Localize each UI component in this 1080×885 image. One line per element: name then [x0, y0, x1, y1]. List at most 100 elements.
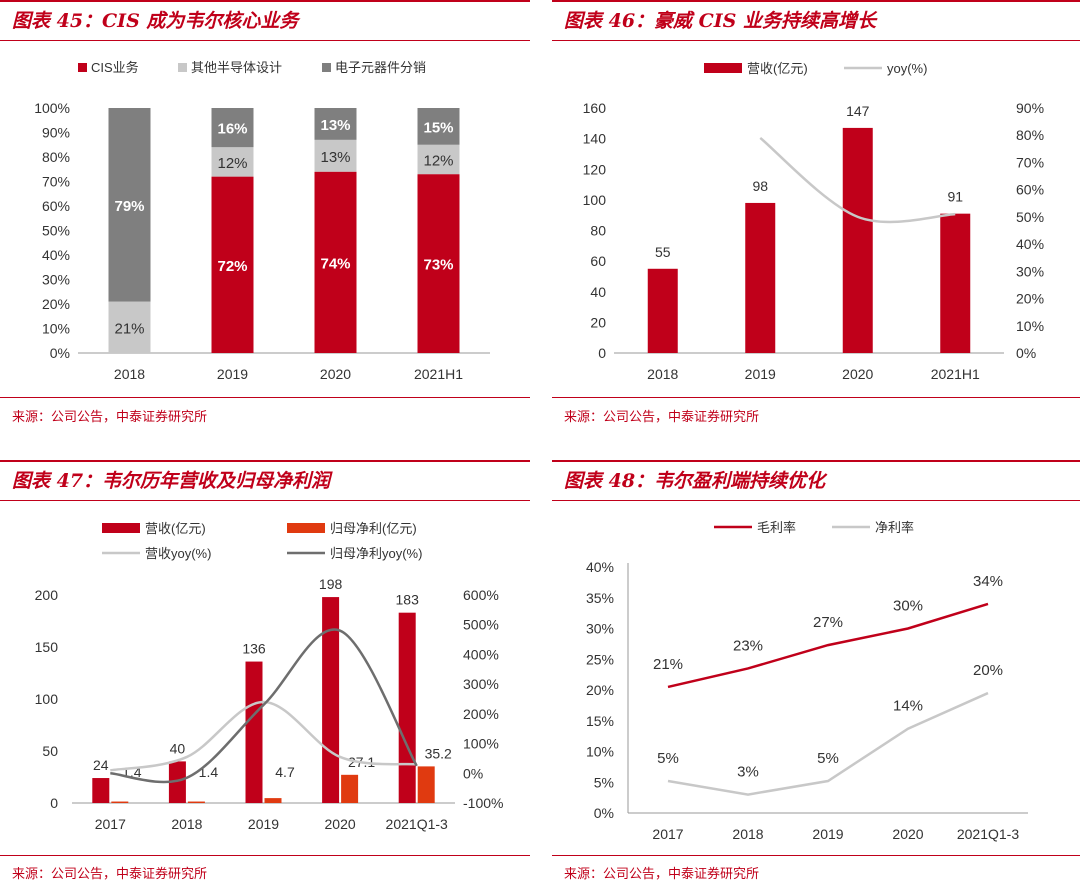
data-label-47: 40: [170, 740, 186, 756]
data-label-45: 79%: [114, 198, 144, 215]
y2-tick-47: 500%: [463, 617, 499, 633]
bar-47-2018-0: [168, 761, 186, 803]
x-tick-48: 2017: [652, 826, 683, 842]
panel-47-title: 图表 47：韦尔历年营收及归母净利润: [12, 470, 331, 492]
panel-48-footer-rule: [552, 855, 1080, 856]
y2-tick-47: 0%: [463, 765, 483, 781]
legend-45-0-label: CIS业务: [91, 60, 139, 75]
y-tick-46: 140: [583, 131, 607, 147]
y2-tick-46: 60%: [1016, 182, 1044, 198]
y-tick-46: 0: [598, 345, 606, 361]
y2-tick-46: 30%: [1016, 263, 1044, 279]
panel-48: 图表 48：韦尔盈利端持续优化 毛利率 净利率 0% 5% 10% 15% 20% 25% 30…: [552, 460, 1080, 885]
y-tick-48: 20%: [586, 682, 614, 698]
bar-46-2021H1: [940, 213, 971, 353]
bar-45-2020-0: [314, 171, 357, 353]
y2-tick-47: 400%: [463, 646, 499, 662]
legend-47-0-label: 营收(亿元): [145, 521, 206, 536]
y-tick-46: 100: [583, 192, 607, 208]
y-tick-45: 80%: [42, 149, 70, 165]
x-tick-45: 2020: [320, 366, 351, 382]
y-tick-45: 100%: [34, 100, 70, 116]
y2-tick-46: 70%: [1016, 154, 1044, 170]
x-tick-48: 2018: [732, 826, 763, 842]
x-tick-47: 2020: [325, 816, 356, 832]
legend-45-1-label: 其他半导体设计: [191, 60, 282, 75]
chart-46: 营收(亿元) yoy(%) 0 20 40 60 80 100 120 140 160 0% 10% 20…: [583, 61, 1044, 382]
x-tick-47: 2017: [95, 816, 126, 832]
y2-tick-46: 90%: [1016, 100, 1044, 116]
data-label-46: 98: [752, 178, 768, 194]
data-label-45: 12%: [217, 155, 247, 172]
panel-46-title: 图表 46：豪威 CIS 业务持续高增长: [564, 10, 877, 32]
panel-46: 图表 46：豪威 CIS 业务持续高增长 营收(亿元) yoy(%) 0 20 40 60…: [552, 0, 1080, 430]
panel-45-top-rule: [0, 0, 530, 2]
y-tick-46: 40: [590, 284, 606, 300]
legend-45-2-label: 电子元器件分销: [335, 60, 426, 75]
y-tick-47: 0: [50, 795, 58, 811]
panel-45-header-rule: [0, 40, 530, 41]
data-label-46: 147: [846, 103, 870, 119]
legend-48-0-label: 毛利率: [757, 520, 796, 535]
data-label-46: 55: [655, 244, 671, 260]
y-tick-48: 30%: [586, 621, 614, 637]
chart-47: 营收(亿元) 归母净利(亿元) 营收yoy(%) 归母净利yoy(%) 0 50 100 15…: [35, 521, 504, 832]
data-label-48: 21%: [653, 656, 683, 673]
x-tick-46: 2019: [745, 366, 776, 382]
data-label-46: 91: [947, 189, 963, 205]
x-tick-46: 2018: [647, 366, 678, 382]
panel-48-header-rule: [552, 500, 1080, 501]
line-48-1: [667, 691, 989, 796]
data-label-47: 136: [242, 641, 266, 657]
panel-46-source: 来源：公司公告，中泰证券研究所: [564, 410, 760, 425]
line-47-1: [110, 628, 418, 784]
bar-45-2018-1: [108, 301, 151, 353]
y-tick-48: 0%: [594, 805, 614, 821]
y2-tick-47: 100%: [463, 736, 499, 752]
y-tick-45: 70%: [42, 174, 70, 190]
y2-tick-46: 50%: [1016, 209, 1044, 225]
line-47-0: [110, 700, 417, 772]
y-tick-45: 40%: [42, 247, 70, 263]
bar-47-2020-1: [341, 774, 359, 803]
y-tick-46: 80: [590, 223, 606, 239]
bar-47-2019-0: [245, 661, 263, 803]
data-label-48: 5%: [657, 750, 679, 767]
data-label-48: 34%: [973, 573, 1003, 590]
y-tick-48: 5%: [594, 774, 614, 790]
data-label-48: 5%: [817, 750, 839, 767]
y-tick-46: 120: [583, 161, 607, 177]
y2-tick-46: 80%: [1016, 127, 1044, 143]
data-label-45: 74%: [320, 255, 350, 272]
legend-46-1-label: yoy(%): [887, 61, 927, 76]
y2-tick-46: 40%: [1016, 236, 1044, 252]
legend-47-3-label: 归母净利yoy(%): [330, 546, 422, 561]
data-label-47: 35.2: [425, 745, 452, 761]
legend-48-1-label: 净利率: [875, 520, 914, 535]
y2-tick-46: 20%: [1016, 291, 1044, 307]
panel-46-top-rule: [552, 0, 1080, 2]
y2-tick-47: -100%: [463, 795, 503, 811]
bar-45-2021H1-0: [417, 174, 460, 353]
data-label-47: 198: [319, 576, 343, 592]
line-48-0: [667, 602, 989, 689]
y-tick-46: 20: [590, 314, 606, 330]
bar-45-2018-2: [108, 108, 151, 302]
bar-47-2021Q1-3-0: [398, 612, 416, 803]
bar-45-2020-1: [314, 139, 357, 172]
bar-45-2019-1: [211, 147, 254, 177]
data-label-48: 27%: [813, 614, 843, 631]
bar-46-2019: [745, 202, 776, 353]
data-label-45: 12%: [423, 152, 453, 169]
legend-46-0-swatch: [704, 63, 742, 73]
legend-47-1-swatch: [287, 523, 325, 533]
line-46-yoy: [759, 136, 956, 224]
data-label-47: 4.7: [275, 764, 295, 780]
x-tick-48: 2019: [812, 826, 843, 842]
bar-47-2021Q1-3-1: [417, 766, 435, 803]
data-label-45: 72%: [217, 258, 247, 275]
bar-45-2019-0: [211, 176, 254, 353]
bar-45-2021H1-2: [417, 108, 460, 145]
y-tick-47: 50: [42, 743, 58, 759]
data-label-48: 30%: [893, 598, 923, 615]
